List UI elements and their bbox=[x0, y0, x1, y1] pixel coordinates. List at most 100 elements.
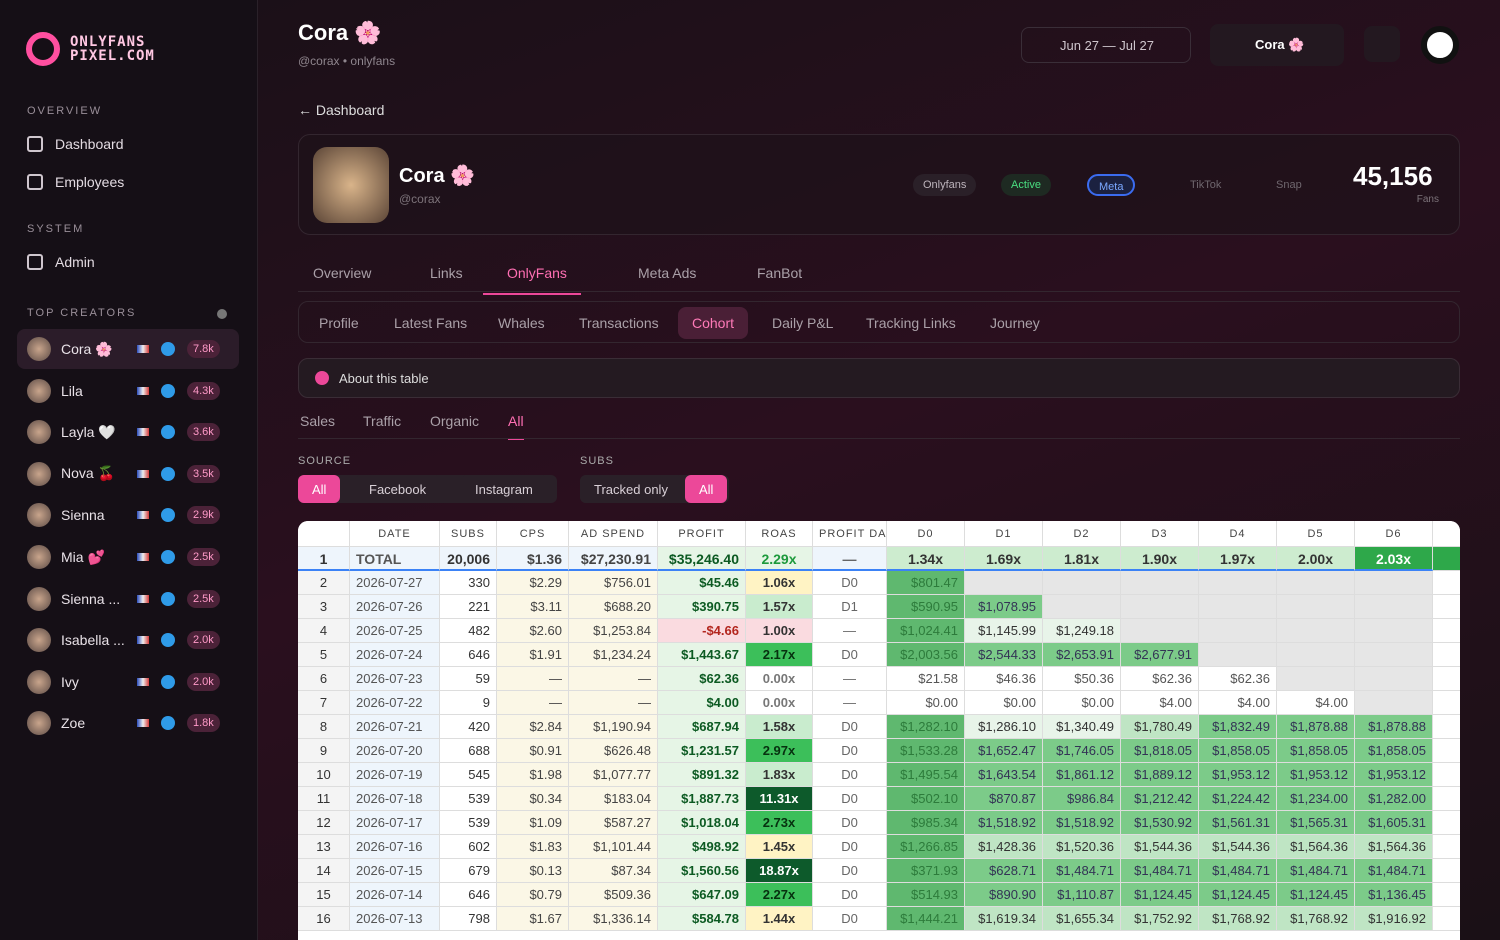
table-cell: $4.00 bbox=[658, 691, 746, 715]
tab[interactable]: Daily P&L bbox=[772, 315, 834, 331]
tab[interactable]: Transactions bbox=[579, 315, 659, 331]
tab[interactable]: Journey bbox=[990, 315, 1040, 331]
table-cell: $4.00 bbox=[1121, 691, 1199, 715]
tab[interactable]: Cohort bbox=[678, 307, 749, 339]
avatar[interactable] bbox=[1421, 26, 1459, 64]
table-cell: $1,253.84 bbox=[569, 619, 658, 643]
tab[interactable]: Links bbox=[430, 265, 463, 281]
platform-pill[interactable]: Snap bbox=[1276, 179, 1302, 191]
creator-row[interactable]: Layla 🤍 3.6k bbox=[17, 412, 239, 452]
table-cell bbox=[1355, 667, 1433, 691]
table-cell: $2.29 bbox=[497, 571, 569, 595]
tab[interactable]: Overview bbox=[313, 265, 372, 281]
table-cell bbox=[1355, 571, 1433, 595]
nav-item[interactable]: Admin bbox=[27, 254, 95, 270]
table-cell: $1,282.10 bbox=[887, 715, 965, 739]
tab[interactable]: Traffic bbox=[363, 413, 402, 429]
creator-avatar bbox=[27, 420, 51, 445]
table-cell: $3.11 bbox=[497, 595, 569, 619]
table-cell bbox=[965, 571, 1043, 595]
platform-pill[interactable]: Meta bbox=[1087, 174, 1136, 196]
user-menu[interactable]: Cora 🌸 bbox=[1210, 24, 1344, 66]
table-cell: $647.09 bbox=[658, 883, 746, 907]
table-cell: $1,224.42 bbox=[1199, 787, 1277, 811]
tab[interactable]: Tracking Links bbox=[866, 315, 956, 331]
table-cell: D0 bbox=[813, 715, 887, 739]
table-cell: $801.47 bbox=[887, 571, 965, 595]
table-cell: 1.58x bbox=[746, 715, 813, 739]
table-cell bbox=[1199, 571, 1277, 595]
creator-row[interactable]: Nova 🍒 3.5k bbox=[17, 454, 239, 494]
tab[interactable]: Profile bbox=[319, 315, 359, 331]
platform-pill[interactable]: Active bbox=[1001, 174, 1051, 196]
table-cell: $1,878.88 bbox=[1355, 715, 1433, 739]
table-cell: $0.00 bbox=[1043, 691, 1121, 715]
notifications[interactable] bbox=[1364, 26, 1400, 62]
about-panel[interactable]: About this table bbox=[298, 358, 1460, 398]
nav-label: Dashboard bbox=[55, 136, 124, 152]
table-cell: $35,246.40 bbox=[658, 547, 746, 571]
filter-button[interactable]: All bbox=[685, 475, 728, 503]
table-cell bbox=[1121, 619, 1199, 643]
table-cell: $1,484.71 bbox=[1355, 859, 1433, 883]
table-cell: $1,565.31 bbox=[1277, 811, 1355, 835]
platform-pill[interactable]: Onlyfans bbox=[913, 174, 977, 196]
table-cell: $1,484.71 bbox=[1277, 859, 1355, 883]
tab[interactable]: Meta Ads bbox=[638, 265, 697, 281]
table-cell: $1,564.36 bbox=[1277, 835, 1355, 859]
creator-platform bbox=[161, 591, 175, 606]
table-cell: $1,518.92 bbox=[965, 811, 1043, 835]
creator-row[interactable]: Lila 4.3k bbox=[17, 371, 239, 411]
platform-pill[interactable]: TikTok bbox=[1190, 179, 1222, 191]
creator-row[interactable]: Ivy 2.0k bbox=[17, 662, 239, 702]
tab[interactable]: All bbox=[508, 413, 524, 440]
table-cell: $1,234.24 bbox=[569, 643, 658, 667]
table-cell: $498.92 bbox=[658, 835, 746, 859]
tab[interactable]: OnlyFans bbox=[483, 265, 581, 295]
date-picker[interactable]: Jun 27 — Jul 27 bbox=[1021, 27, 1191, 63]
divider bbox=[298, 291, 1460, 292]
breadcrumb[interactable]: ← Dashboard bbox=[298, 102, 385, 118]
table-cell: $985.34 bbox=[887, 811, 965, 835]
tab[interactable]: Sales bbox=[300, 413, 336, 429]
table-cell: $1,282.00 bbox=[1355, 787, 1433, 811]
table-cell bbox=[1199, 595, 1277, 619]
column-header: D6 bbox=[1355, 521, 1433, 547]
creator-row[interactable]: Mia 💕 2.5k bbox=[17, 537, 239, 577]
creator-flag bbox=[137, 469, 149, 478]
tab[interactable]: Latest Fans bbox=[394, 315, 468, 331]
tab[interactable]: FanBot bbox=[757, 265, 803, 281]
creator-row[interactable]: Sienna ... 2.5k bbox=[17, 579, 239, 619]
nav-item[interactable]: Dashboard bbox=[27, 136, 124, 152]
column-header: D5 bbox=[1277, 521, 1355, 547]
column-header: SUBS bbox=[440, 521, 497, 547]
header-name: Cora 🌸 bbox=[298, 20, 382, 45]
breadcrumb-label: Dashboard bbox=[315, 102, 385, 118]
table-cell: $1,953.12 bbox=[1199, 763, 1277, 787]
table-cell: $1,858.05 bbox=[1277, 739, 1355, 763]
table-cell: D0 bbox=[813, 835, 887, 859]
date-range: Jun 27 — Jul 27 bbox=[1060, 38, 1154, 53]
table-cell bbox=[1277, 571, 1355, 595]
logo[interactable]: ONLYFANS PIXEL.COM bbox=[26, 32, 155, 66]
creator-row[interactable]: Cora 🌸 7.8k bbox=[17, 329, 239, 369]
creator-row[interactable]: Zoe 1.8k bbox=[17, 703, 239, 743]
nav-item[interactable]: Employees bbox=[27, 174, 124, 190]
tab[interactable]: Organic bbox=[430, 413, 480, 429]
table-cell: $1,340.49 bbox=[1043, 715, 1121, 739]
table-cell: 2.27x bbox=[746, 883, 813, 907]
creator-platform bbox=[161, 425, 175, 440]
filter-button[interactable]: Facebook bbox=[355, 475, 441, 503]
table-cell: $1,544.36 bbox=[1121, 835, 1199, 859]
table-cell: $1,858.05 bbox=[1199, 739, 1277, 763]
filter-button[interactable]: Instagram bbox=[461, 475, 547, 503]
creator-row[interactable]: Isabella ... 2.0k bbox=[17, 620, 239, 660]
table-cell: — bbox=[813, 691, 887, 715]
table-cell: $1,428.36 bbox=[965, 835, 1043, 859]
filter-button[interactable]: All bbox=[298, 475, 341, 503]
tab[interactable]: Whales bbox=[498, 315, 545, 331]
creator-avatar bbox=[27, 378, 51, 403]
creator-row[interactable]: Sienna 2.9k bbox=[17, 495, 239, 535]
filter-button[interactable]: Tracked only bbox=[580, 475, 682, 503]
creator-flag bbox=[137, 719, 149, 728]
